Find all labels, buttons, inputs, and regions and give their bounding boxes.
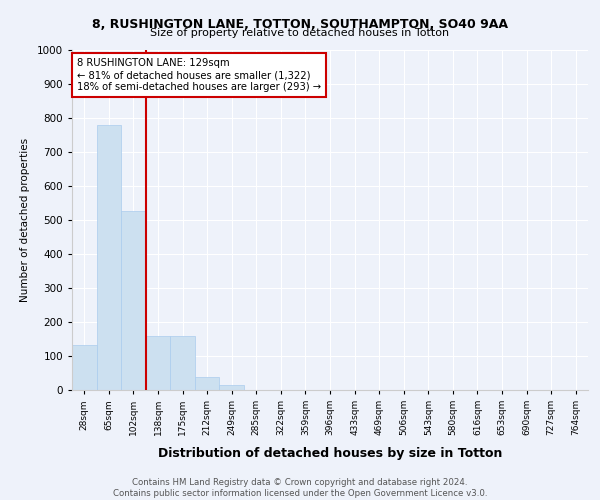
Bar (97, 126, 121, 390)
Text: Size of property relative to detached houses in Totton: Size of property relative to detached ho… (151, 28, 449, 38)
Bar (121, 211, 146, 390)
Bar (170, 336, 195, 390)
X-axis label: Distribution of detached houses by size in Totton: Distribution of detached houses by size … (158, 446, 502, 460)
Bar (220, 385, 244, 390)
Bar (72, 345, 97, 390)
Text: 8 RUSHINGTON LANE: 129sqm
← 81% of detached houses are smaller (1,322)
18% of se: 8 RUSHINGTON LANE: 129sqm ← 81% of detac… (77, 58, 321, 92)
Bar (195, 378, 220, 390)
Bar (146, 336, 170, 390)
Y-axis label: Number of detached properties: Number of detached properties (20, 138, 30, 302)
Text: Contains HM Land Registry data © Crown copyright and database right 2024.
Contai: Contains HM Land Registry data © Crown c… (113, 478, 487, 498)
Text: 8, RUSHINGTON LANE, TOTTON, SOUTHAMPTON, SO40 9AA: 8, RUSHINGTON LANE, TOTTON, SOUTHAMPTON,… (92, 18, 508, 30)
